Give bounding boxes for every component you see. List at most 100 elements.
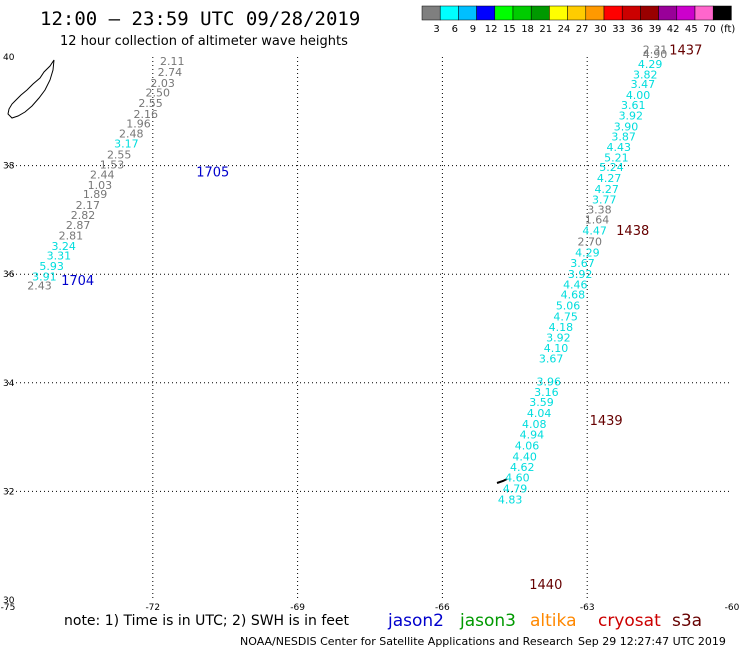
colorbar-swatch <box>676 5 696 21</box>
wave-height-tracks: 2.112.742.032.502.552.161.962.483.172.55… <box>27 43 702 593</box>
swh-value-label: 1.64 <box>585 214 610 227</box>
swh-value-label: 3.87 <box>611 131 636 144</box>
lon-tick-label: -60 <box>725 603 740 613</box>
colorbar-swatch <box>567 5 587 21</box>
swh-value-label: 3.82 <box>633 69 658 82</box>
swh-value-label: 4.27 <box>594 183 619 196</box>
lon-tick-label: -75 <box>1 603 16 613</box>
swh-value-label: 3.61 <box>621 99 646 112</box>
swh-value-label: 4.60 <box>505 472 530 485</box>
pass-time-label: 1440 <box>529 578 562 593</box>
swh-value-label: 4.47 <box>582 225 607 238</box>
swh-value-label: 3.67 <box>570 257 595 270</box>
colorbar-swatch <box>421 5 441 21</box>
colorbar-swatch <box>439 5 459 21</box>
swh-value-label: 5.24 <box>599 161 624 174</box>
colorbar-swatch <box>621 5 641 21</box>
swh-value-label: 2.48 <box>119 127 144 140</box>
swh-value-label: 4.90 <box>643 48 668 61</box>
swh-value-label: 4.10 <box>544 342 569 355</box>
swh-value-label: 1.89 <box>83 188 108 201</box>
swh-value-label: 3.59 <box>529 396 554 409</box>
lat-tick-label: 32 <box>3 487 14 497</box>
swh-value-label: 2.87 <box>66 219 91 232</box>
swh-value-label: 5.21 <box>604 151 629 164</box>
swh-value-label: 4.94 <box>520 429 545 442</box>
swh-value-label: 3.47 <box>631 78 656 91</box>
generated-timestamp: Sep 29 12:27:47 UTC 2019 <box>578 635 726 648</box>
swh-value-label: 2.74 <box>158 66 183 79</box>
swh-value-label: 3.77 <box>592 194 617 207</box>
footer-note: note: 1) Time is in UTC; 2) SWH is in fe… <box>64 613 350 629</box>
colorbar-label: 70 <box>703 24 716 35</box>
swh-value-label: 5.06 <box>556 299 581 312</box>
colorbar-legend: 3 6 9 12 15 18 21 24 27 30 33 36 39 42 45 70 (ft) <box>421 5 735 35</box>
swh-value-label: 4.29 <box>575 246 600 259</box>
swh-value-label: 3.96 <box>537 376 562 389</box>
colorbar-label: 42 <box>667 24 680 35</box>
colorbar-swatch <box>603 5 623 21</box>
colorbar-label: 36 <box>630 24 643 35</box>
swh-value-label: 3.67 <box>539 353 564 366</box>
swh-value-label: 2.55 <box>138 97 163 110</box>
swh-value-label: 2.50 <box>146 87 171 100</box>
lat-tick-label: 34 <box>3 379 15 389</box>
satellite-legend-item: cryosat <box>598 611 661 631</box>
colorbar-swatch <box>512 5 532 21</box>
colorbar-swatch <box>476 5 496 21</box>
swh-value-label: 4.40 <box>512 450 537 463</box>
swh-value-label: 4.83 <box>498 493 523 506</box>
swh-value-label: 4.79 <box>503 482 528 495</box>
lon-tick-label: -69 <box>290 603 305 613</box>
swh-value-label: 4.18 <box>549 321 574 334</box>
swh-value-label: 4.68 <box>561 289 586 302</box>
swh-value-label: 4.08 <box>522 418 547 431</box>
swh-value-label: 4.75 <box>553 310 578 323</box>
swh-value-label: 4.43 <box>607 141 632 154</box>
map-grid <box>8 57 732 600</box>
swh-value-label: 5.93 <box>39 260 64 273</box>
colorbar-label: 3 <box>433 24 439 35</box>
colorbar-label: 33 <box>612 24 625 35</box>
pass-time-label: 1438 <box>616 224 649 239</box>
swh-value-label: 3.24 <box>51 240 76 253</box>
swh-value-label: 4.27 <box>597 172 622 185</box>
pass-time-label: 1705 <box>196 165 229 180</box>
swh-value-label: 3.92 <box>568 268 593 281</box>
pass-time-label: 1437 <box>669 43 702 58</box>
colorbar-label: 9 <box>470 24 476 35</box>
swh-value-label: 2.82 <box>71 209 96 222</box>
pass-time-label: 1704 <box>61 274 94 289</box>
swh-value-label: 1.53 <box>100 158 125 171</box>
colorbar-label: 27 <box>576 24 589 35</box>
lat-tick-label: 38 <box>3 162 15 172</box>
colorbar-swatch <box>494 5 514 21</box>
lat-tick-label: 40 <box>3 53 15 63</box>
swh-value-label: 3.90 <box>614 120 639 133</box>
swh-value-label: 3.92 <box>619 109 644 122</box>
satellite-legend-item: jason2 <box>387 611 444 631</box>
swh-value-label: 2.70 <box>578 235 603 248</box>
satellite-legend-item: s3a <box>672 611 702 631</box>
colorbar-swatch <box>640 5 659 21</box>
swh-value-label: 3.91 <box>32 271 57 284</box>
swh-value-label: 2.31 <box>643 44 668 57</box>
colorbar-swatch <box>549 5 568 21</box>
lon-tick-label: -66 <box>435 603 450 613</box>
colorbar-label: 30 <box>594 24 607 35</box>
swh-value-label: 3.16 <box>534 386 559 399</box>
swh-value-label: 1.96 <box>126 118 150 131</box>
swh-value-label: 2.55 <box>107 149 131 162</box>
swh-value-label: 1.03 <box>88 179 113 192</box>
axis-labels: -75 -72 -69 -66 -63 -60 40 38 36 34 32 30 <box>1 53 740 613</box>
colorbar-label: 12 <box>485 24 498 35</box>
colorbar-swatch <box>458 5 477 21</box>
lon-tick-label: -63 <box>580 603 595 613</box>
swh-value-label: 2.16 <box>133 108 158 121</box>
colorbar-label: 15 <box>503 24 516 35</box>
credit-text: NOAA/NESDIS Center for Satellite Applica… <box>240 635 573 648</box>
pass-time-label: 1439 <box>590 414 623 429</box>
swh-value-label: 4.62 <box>510 461 535 474</box>
swh-value-label: 4.29 <box>638 58 663 71</box>
